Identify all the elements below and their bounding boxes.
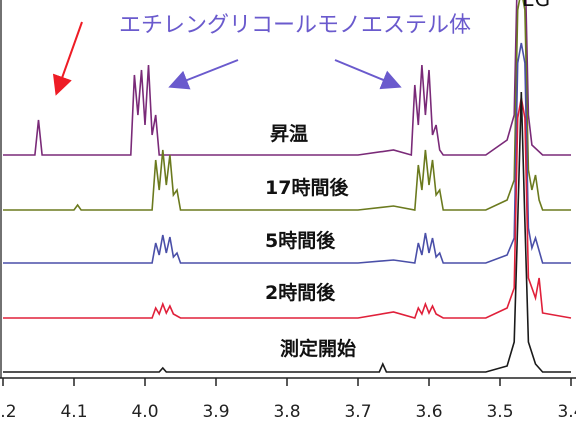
x-tick-label: 4.0	[131, 402, 158, 422]
traces	[3, 0, 572, 373]
x-tick-label: 4.2	[0, 402, 17, 422]
spectrum	[3, 0, 571, 211]
arrow	[334, 59, 402, 90]
annotation-eg: EG	[522, 0, 550, 11]
x-tick-label: 3.8	[273, 402, 300, 422]
spectrum	[3, 42, 571, 264]
x-tick-label: 3.9	[202, 402, 229, 422]
arrow	[52, 21, 83, 96]
spectrum	[3, 91, 571, 373]
x-ticks: 4.2 4.1 4.0 3.9 3.8 3.7 3.6 3.5 3.4	[0, 378, 576, 422]
x-tick-label: 3.6	[415, 402, 442, 422]
trace-label: 2時間後	[265, 281, 336, 304]
x-tick-label: 4.1	[60, 402, 87, 422]
x-tick-label: 3.7	[344, 402, 371, 422]
trace-label: 17時間後	[265, 176, 349, 199]
x-tick-label: 3.5	[486, 402, 513, 422]
trace-label: 測定開始	[280, 337, 356, 360]
spectrum	[3, 97, 572, 319]
trace-label: 昇温	[270, 123, 308, 145]
arrow	[168, 59, 239, 90]
trace-label: 5時間後	[265, 229, 336, 252]
annotation: エチレングリコールモノエステル体	[119, 13, 471, 38]
x-tick-label: 3.4	[557, 402, 576, 422]
spectrum	[3, 0, 571, 157]
